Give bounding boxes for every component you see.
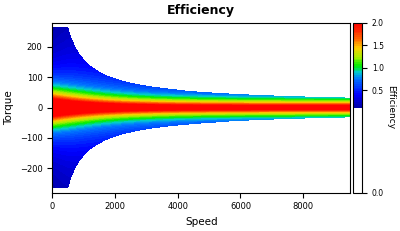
Y-axis label: Efficiency: Efficiency — [386, 85, 395, 130]
X-axis label: Speed: Speed — [185, 217, 218, 227]
Title: Efficiency: Efficiency — [167, 4, 235, 17]
Y-axis label: Torque: Torque — [4, 90, 14, 125]
